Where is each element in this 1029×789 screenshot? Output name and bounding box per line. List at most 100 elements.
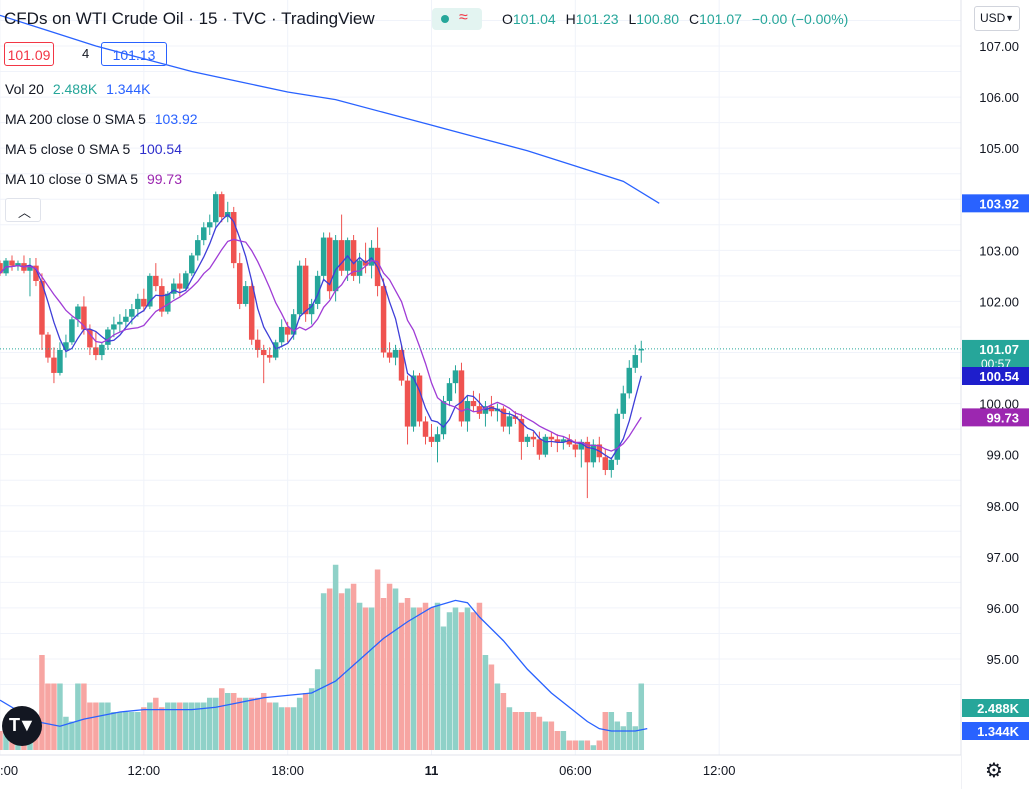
- candle-body: [81, 306, 87, 330]
- volume-bar: [566, 740, 573, 750]
- indicator-name: MA 5 close 0 SMA 5: [5, 141, 131, 157]
- volume-bar: [440, 626, 447, 750]
- candle-body: [326, 237, 333, 292]
- candle-body: [578, 441, 585, 450]
- volume-bar: [350, 583, 357, 750]
- volume-bar: [195, 702, 201, 750]
- indicator-value: 1.344K: [106, 81, 151, 97]
- ma10-line: [0, 238, 642, 452]
- volume-bar: [165, 702, 171, 750]
- candle-body: [75, 306, 81, 320]
- volume-bar: [183, 702, 189, 750]
- indicator-name: Vol 20: [5, 81, 44, 97]
- candle-body: [584, 441, 591, 463]
- buy-price-button[interactable]: 101.13: [101, 42, 167, 66]
- volume-bar: [51, 683, 57, 750]
- volume-bar: [278, 707, 285, 750]
- indicator-name: MA 200 close 0 SMA 5: [5, 111, 146, 127]
- ohlc-high-key: H: [565, 11, 576, 27]
- volume-bar: [596, 740, 603, 750]
- volume-bar: [332, 564, 339, 750]
- collapse-legend-button[interactable]: ︿: [5, 198, 41, 222]
- tradingview-logo[interactable]: T▼: [2, 706, 42, 746]
- volume-bar: [632, 726, 639, 750]
- volume-bar: [554, 731, 561, 750]
- time-tick-label: 18:00: [271, 763, 304, 778]
- symbol-title[interactable]: CFDs on WTI Crude Oil · 15 · TVC · Tradi…: [4, 9, 375, 28]
- volume-bar: [470, 612, 477, 750]
- volume-bar: [602, 712, 609, 750]
- volume-bar: [506, 707, 513, 750]
- volume-bar: [117, 712, 123, 750]
- indicator-ma10[interactable]: MA 10 close 0 SMA 5 99.73: [5, 171, 182, 187]
- volume-bar: [141, 707, 147, 750]
- candle-body: [554, 439, 561, 442]
- candle-body: [254, 339, 261, 350]
- price-label-text: 100.54: [979, 369, 1020, 384]
- candle-body: [566, 439, 573, 445]
- volume-bar: [386, 583, 393, 750]
- price-tick-label: 106.00: [979, 90, 1019, 105]
- volume-bar: [488, 664, 495, 750]
- volume-bar: [560, 731, 567, 750]
- indicator-ma5[interactable]: MA 5 close 0 SMA 5 100.54: [5, 141, 182, 157]
- volume-bar: [314, 669, 321, 750]
- currency-select[interactable]: USD ▼: [974, 6, 1020, 31]
- volume-bar: [536, 716, 543, 750]
- indicator-volume[interactable]: Vol 20 2.488K 1.344K: [5, 81, 150, 97]
- volume-bar: [494, 683, 501, 750]
- market-status-pill[interactable]: ≈: [432, 8, 482, 30]
- indicator-ma200[interactable]: MA 200 close 0 SMA 5 103.92: [5, 111, 198, 127]
- candle-body: [314, 275, 321, 304]
- candle-body: [416, 375, 423, 422]
- indicator-value: 100.54: [139, 141, 183, 157]
- volume-bar: [320, 593, 327, 750]
- price-axis[interactable]: 107.00 106.00 105.00 103.00 102.00 100.00 99.0…: [960, 0, 1029, 789]
- candle-body: [183, 273, 189, 289]
- candle-body: [320, 237, 327, 276]
- candle-body: [506, 416, 513, 427]
- candle-body: [368, 247, 375, 266]
- volume-bar: [57, 683, 63, 750]
- candle-body: [230, 212, 237, 264]
- candle-body: [638, 348, 645, 351]
- candle-body: [201, 227, 207, 241]
- volume-bar: [548, 721, 555, 750]
- price-label-text: 101.07: [979, 342, 1019, 357]
- candle-body: [99, 344, 105, 356]
- candle-body: [590, 444, 597, 463]
- candle-body: [470, 401, 477, 407]
- volume-ma-line: [0, 599, 648, 732]
- candle-body: [236, 263, 243, 304]
- volume-bar: [201, 702, 207, 750]
- volume-label-text: 2.488K: [977, 701, 1020, 716]
- volume-bar: [207, 697, 213, 750]
- volume-bar: [482, 655, 489, 750]
- sell-price-button[interactable]: 101.09: [4, 42, 54, 66]
- time-axis-bg: [0, 755, 961, 789]
- ohlc-values: O101.04 H101.23 L100.80 C101.07 −0.00 (−…: [502, 11, 854, 27]
- volume-bar: [135, 712, 141, 750]
- volume-bar: [69, 721, 75, 750]
- candle-body: [260, 349, 267, 356]
- price-label: 100.54: [962, 366, 1029, 385]
- ma200-line: [0, 14, 660, 204]
- volume-bar: [620, 726, 627, 750]
- ohlc-close-key: C: [688, 11, 700, 27]
- volume-bar: [296, 697, 303, 750]
- time-axis[interactable]: :00 12:00 18:00 11 06:00 12:00: [0, 754, 961, 789]
- price-tick-label: 97.00: [986, 550, 1019, 565]
- volume-bar: [147, 702, 153, 750]
- volume-bar: [248, 697, 255, 750]
- volume-bar: [0, 731, 3, 750]
- indicator-value: 99.73: [146, 171, 183, 187]
- volume-bar: [362, 607, 369, 750]
- gear-icon[interactable]: ⚙: [985, 760, 1003, 782]
- volume-bar: [380, 598, 387, 750]
- candle-body: [542, 436, 549, 455]
- volume-bar: [638, 683, 645, 750]
- ohlc-open-key: O: [502, 11, 513, 27]
- volume-bar: [153, 697, 159, 750]
